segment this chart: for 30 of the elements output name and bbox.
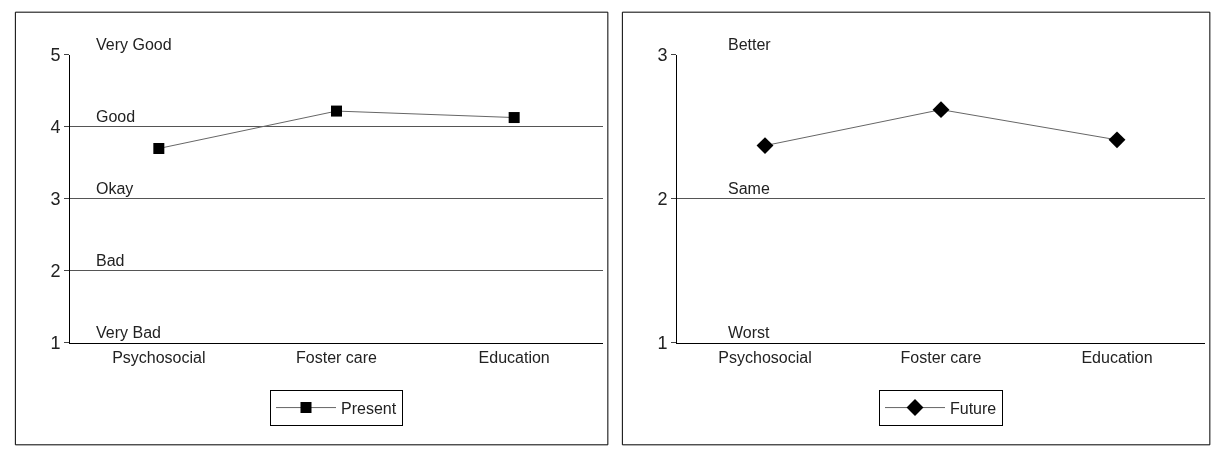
- y-tick-label: 2: [657, 189, 668, 210]
- annotation: Good: [96, 108, 136, 125]
- point: [331, 105, 342, 117]
- text: Very Good: [96, 36, 172, 53]
- point: [153, 142, 165, 154]
- x-tick-label: Foster care: [900, 348, 982, 366]
- annotation: Okay: [96, 180, 134, 197]
- text: Better: [728, 36, 772, 53]
- annotation: Very Bad: [96, 324, 161, 341]
- y-tick-label: 3: [50, 189, 61, 210]
- y-tick-label: 1: [50, 333, 61, 354]
- annotation: Bad: [96, 252, 125, 269]
- annotation: Worst: [728, 324, 771, 341]
- y-tick-label: 1: [657, 333, 668, 354]
- annotation: Same: [728, 180, 770, 197]
- point: [756, 137, 774, 155]
- y-tick-label: 3: [657, 45, 668, 66]
- x-tick-label: Psychosocial: [112, 348, 206, 366]
- x-tick-label: Foster care: [296, 348, 378, 366]
- point: [1108, 131, 1126, 149]
- legend-label: Present: [341, 399, 397, 417]
- y-tick-label: 2: [50, 261, 61, 282]
- point: [508, 112, 520, 124]
- x-tick-label: Psychosocial: [718, 348, 812, 366]
- y-tick-label: 5: [50, 45, 61, 66]
- legend-label: Future: [950, 399, 997, 417]
- point: [932, 101, 950, 119]
- y-tick-label: 4: [50, 117, 61, 138]
- x-tick-label: Education: [478, 348, 550, 366]
- x-tick-label: Education: [1081, 348, 1153, 366]
